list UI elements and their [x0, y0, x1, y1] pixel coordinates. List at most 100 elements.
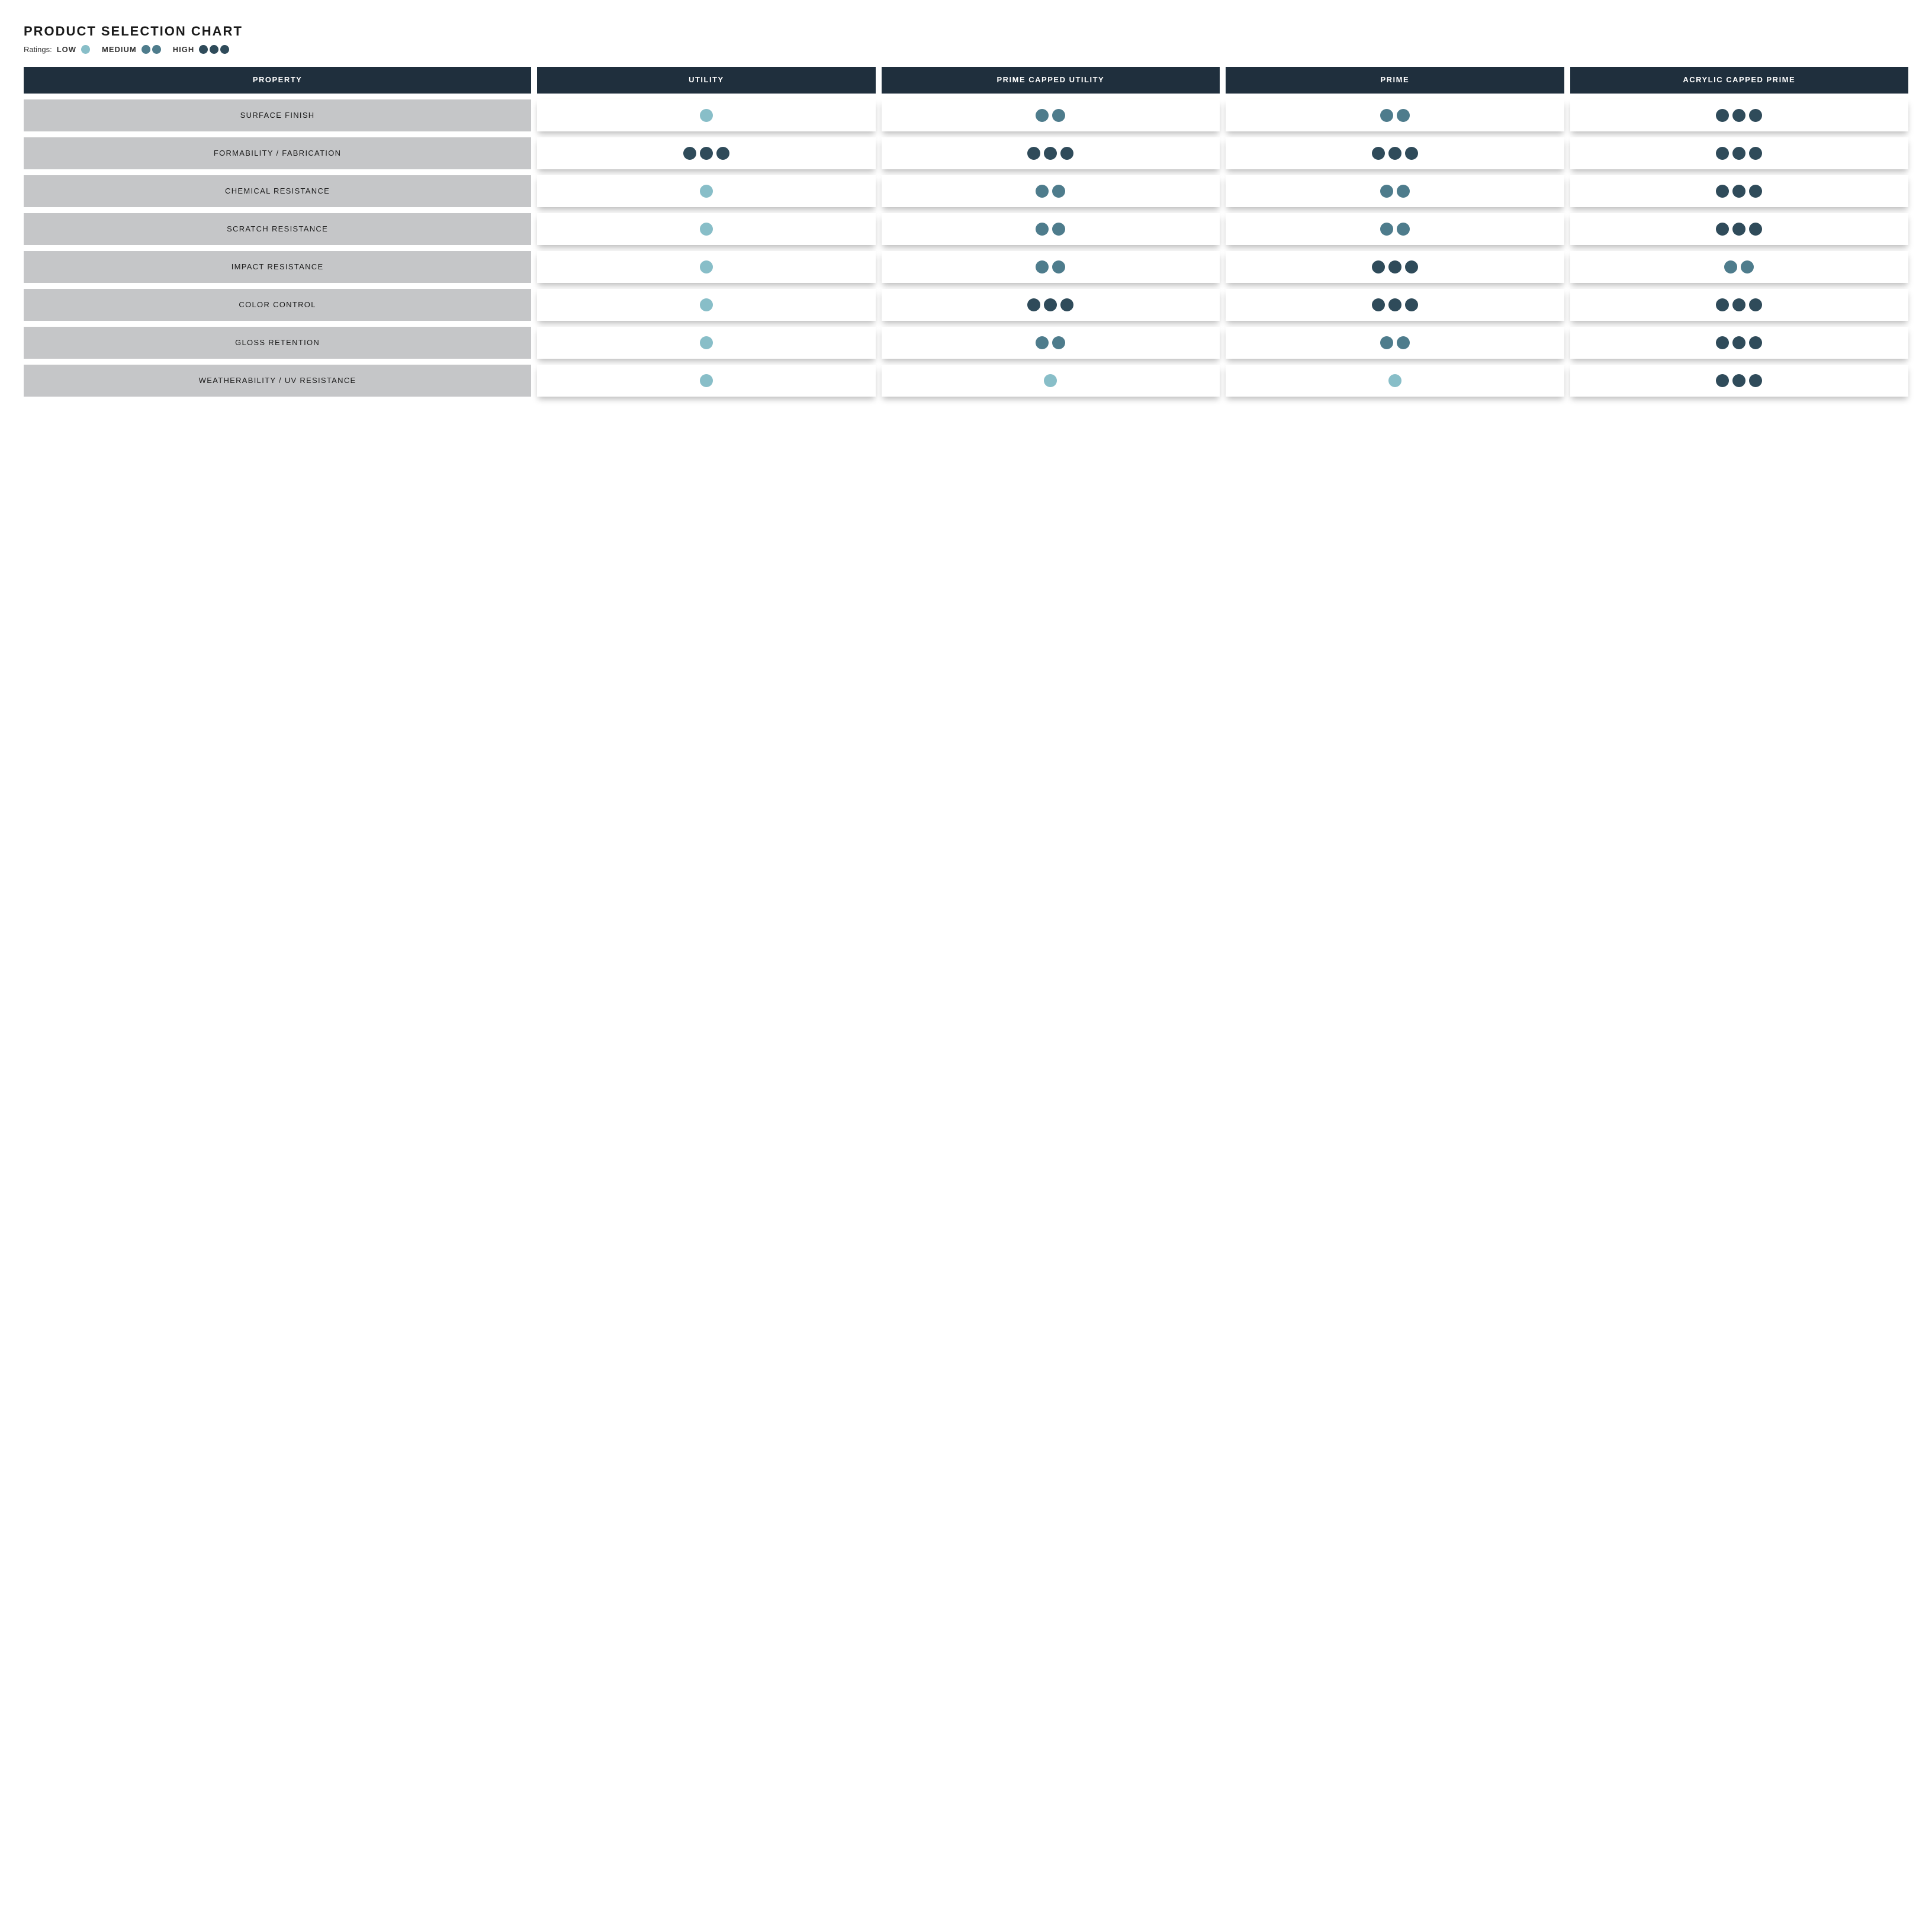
property-label: CHEMICAL RESISTANCE [24, 175, 531, 207]
rating-cell [882, 365, 1220, 397]
rating-dot-icon [1732, 147, 1745, 160]
rating-dot-icon [1060, 147, 1073, 160]
rating-dot-icon [700, 298, 713, 311]
rating-cell [882, 137, 1220, 169]
rating-dot-icon [1732, 223, 1745, 236]
rating-dot-icon [700, 223, 713, 236]
property-label: FORMABILITY / FABRICATION [24, 137, 531, 169]
rating-dot-icon [716, 147, 729, 160]
rating-dot-icon [81, 45, 90, 54]
rating-dot-icon [1388, 147, 1401, 160]
rating-cell [537, 365, 875, 397]
table-row: WEATHERABILITY / UV RESISTANCE [24, 365, 1908, 397]
property-label: COLOR CONTROL [24, 289, 531, 321]
rating-dot-icon [1052, 336, 1065, 349]
rating-dot-icon [1716, 109, 1729, 122]
rating-dot-icon [700, 109, 713, 122]
rating-cell [537, 213, 875, 245]
table-row: IMPACT RESISTANCE [24, 251, 1908, 283]
table-row: GLOSS RETENTION [24, 327, 1908, 359]
rating-dot-icon [1052, 260, 1065, 273]
rating-cell [1226, 365, 1564, 397]
rating-dot-icon [1388, 298, 1401, 311]
rating-cell [882, 175, 1220, 207]
rating-cell [882, 327, 1220, 359]
rating-dot-icon [683, 147, 696, 160]
property-label: GLOSS RETENTION [24, 327, 531, 359]
rating-dot-icon [1380, 185, 1393, 198]
rating-dot-icon [1716, 185, 1729, 198]
rating-dot-icon [1716, 336, 1729, 349]
rating-dot-icon [1716, 223, 1729, 236]
legend-label: Ratings: [24, 45, 52, 54]
header-prime-capped-utility: PRIME CAPPED UTILITY [882, 67, 1220, 94]
rating-cell [1226, 251, 1564, 283]
table-row: COLOR CONTROL [24, 289, 1908, 321]
rating-cell [1570, 365, 1908, 397]
table-row: SCRATCH RESISTANCE [24, 213, 1908, 245]
rating-dot-icon [1027, 147, 1040, 160]
rating-dot-icon [1405, 260, 1418, 273]
table-row: SURFACE FINISH [24, 99, 1908, 131]
rating-dot-icon [1036, 260, 1049, 273]
rating-dot-icon [1716, 298, 1729, 311]
rating-dot-icon [1388, 374, 1401, 387]
rating-dot-icon [1380, 223, 1393, 236]
rating-cell [1226, 99, 1564, 131]
table-row: CHEMICAL RESISTANCE [24, 175, 1908, 207]
rating-dot-icon [1060, 298, 1073, 311]
rating-cell [537, 289, 875, 321]
legend-level-medium: MEDIUM [102, 45, 137, 54]
rating-dot-icon [1716, 374, 1729, 387]
rating-dot-icon [1372, 298, 1385, 311]
rating-cell [882, 213, 1220, 245]
property-label: SURFACE FINISH [24, 99, 531, 131]
rating-dot-icon [700, 336, 713, 349]
rating-cell [1226, 175, 1564, 207]
rating-dot-icon [1372, 147, 1385, 160]
rating-dot-icon [1044, 374, 1057, 387]
rating-dot-icon [1380, 336, 1393, 349]
rating-dot-icon [1380, 109, 1393, 122]
rating-cell [537, 137, 875, 169]
rating-cell [882, 289, 1220, 321]
product-selection-chart: PRODUCT SELECTION CHART Ratings: LOW MED… [24, 24, 1908, 397]
rating-dot-icon [1405, 298, 1418, 311]
rating-dot-icon [1749, 109, 1762, 122]
rating-dot-icon [1397, 109, 1410, 122]
rating-cell [882, 99, 1220, 131]
rating-dot-icon [1732, 374, 1745, 387]
rating-cell [882, 251, 1220, 283]
rating-dot-icon [1749, 336, 1762, 349]
rating-cell [1226, 327, 1564, 359]
rating-dot-icon [1052, 223, 1065, 236]
rating-dot-icon [1372, 260, 1385, 273]
rating-dot-icon [1044, 298, 1057, 311]
rating-dot-icon [210, 45, 218, 54]
rating-dot-icon [1397, 185, 1410, 198]
rating-legend: Ratings: LOW MEDIUM HIGH [24, 45, 1908, 54]
rating-dot-icon [1749, 223, 1762, 236]
rating-cell [1570, 251, 1908, 283]
rating-dot-icon [1732, 109, 1745, 122]
legend-dots-low [81, 45, 90, 54]
property-label: SCRATCH RESISTANCE [24, 213, 531, 245]
rating-dot-icon [152, 45, 161, 54]
legend-dots-high [199, 45, 229, 54]
legend-level-low: LOW [57, 45, 76, 54]
property-label: IMPACT RESISTANCE [24, 251, 531, 283]
rating-dot-icon [1036, 185, 1049, 198]
chart-title: PRODUCT SELECTION CHART [24, 24, 1908, 39]
rating-cell [1570, 213, 1908, 245]
rating-dot-icon [700, 260, 713, 273]
rating-dot-icon [1052, 109, 1065, 122]
rating-dot-icon [1724, 260, 1737, 273]
rating-cell [1570, 99, 1908, 131]
rating-cell [537, 251, 875, 283]
ratings-table: PROPERTY UTILITY PRIME CAPPED UTILITY PR… [24, 67, 1908, 397]
rating-cell [537, 327, 875, 359]
rating-dot-icon [1732, 298, 1745, 311]
rating-dot-icon [1044, 147, 1057, 160]
rating-cell [537, 175, 875, 207]
header-property: PROPERTY [24, 67, 531, 94]
